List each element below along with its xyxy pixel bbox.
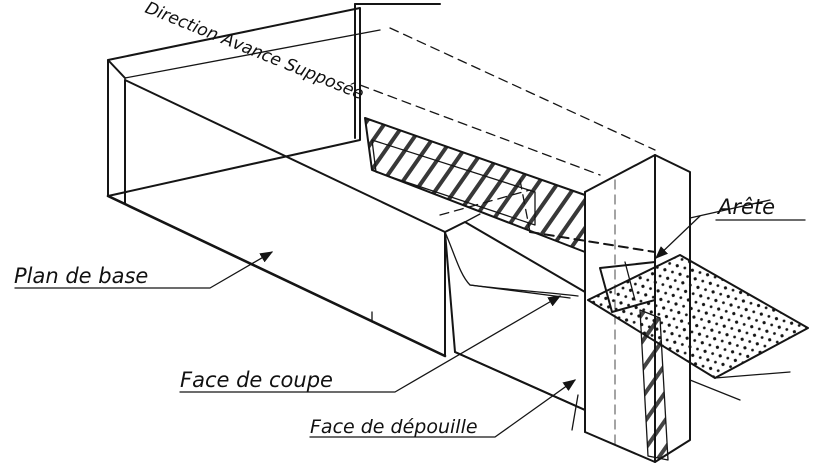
arete-label: Arête [716,195,775,219]
label-direction: Direction Avance Supposée [142,0,366,104]
direction-label: Direction Avance Supposée [142,0,366,104]
work-surface [587,254,809,379]
leader-lines [14,199,771,438]
plan-de-base-label: Plan de base [14,264,148,288]
face-de-depouille-label: Face de dépouille [310,416,478,438]
workpiece [354,3,691,463]
flank-blade [639,309,791,461]
chip [364,117,586,253]
face-de-coupe-label: Face de coupe [180,368,333,392]
cutting-edge [359,84,656,253]
